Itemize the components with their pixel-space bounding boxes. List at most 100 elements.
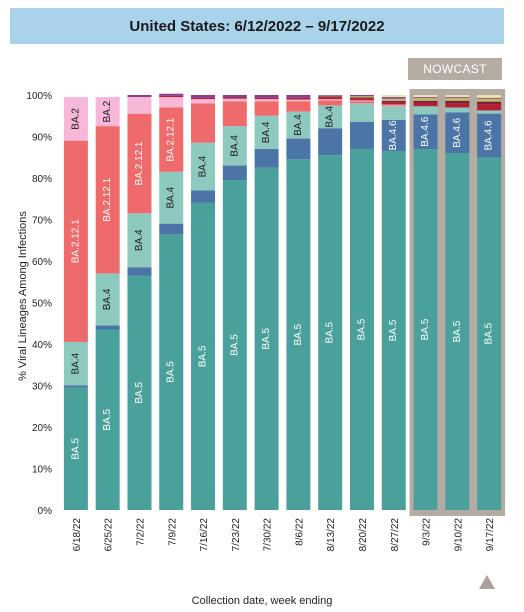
bar-segment [381, 104, 406, 106]
bar-segment [318, 105, 343, 129]
segment-label: BA.4 [166, 186, 177, 208]
bar-segment [445, 153, 470, 510]
bar-segment [381, 98, 406, 101]
bar-segment [127, 113, 152, 214]
segment-label: BA.4.6 [420, 116, 431, 146]
bar-segment [191, 202, 216, 510]
bar-segment [63, 387, 88, 510]
triangle-up-icon[interactable] [479, 575, 495, 589]
bar-segment [477, 110, 502, 114]
segment-label: BA.4 [102, 288, 113, 310]
bar-segment [254, 99, 279, 102]
bar-segment [95, 273, 120, 326]
x-tick-label: 7/2/22 [135, 518, 146, 546]
bar-segment [222, 180, 247, 510]
segment-label: BA.4 [229, 135, 240, 157]
bar-segment [63, 97, 88, 141]
x-tick-label: 8/13/22 [326, 518, 337, 552]
bar-segment [477, 104, 502, 111]
bar-segment [254, 95, 279, 98]
bar-segment [191, 142, 216, 191]
bar-segment [413, 114, 438, 149]
bar-segment [318, 100, 343, 106]
bar-segment [349, 98, 374, 101]
bar-segment [349, 96, 374, 98]
segment-label: BA.5 [261, 328, 272, 350]
y-tick-label: 70% [32, 216, 52, 227]
segment-label: BA.2.12.1 [166, 117, 177, 161]
segment-label: BA.5 [70, 438, 81, 460]
bar-segment [95, 329, 120, 510]
segment-label: BA.5 [356, 318, 367, 340]
bar-segment [413, 95, 438, 98]
segment-label: BA.4 [70, 352, 81, 374]
y-tick-label: 40% [32, 340, 52, 351]
bar-segment [191, 95, 216, 98]
x-tick-label: 7/30/22 [263, 518, 274, 552]
y-tick-label: 0% [38, 506, 53, 517]
bar-segment [445, 112, 470, 154]
bar-segment [254, 115, 279, 149]
bar-segment [286, 97, 311, 100]
segment-label: BA.2.12.1 [102, 177, 113, 221]
segment-label: BA.5 [198, 345, 209, 367]
segment-label: BA.4.6 [452, 117, 463, 147]
bar-segment [318, 96, 343, 98]
bar-segment [286, 99, 311, 102]
bar-segment [381, 119, 406, 152]
bar-segment [63, 341, 88, 386]
bar-segment [63, 385, 88, 388]
segment-label: BA.5 [420, 318, 431, 340]
bar-segment [477, 101, 502, 105]
y-tick-label: 80% [32, 174, 52, 185]
bar-segment [413, 106, 438, 115]
bar-segment [413, 148, 438, 510]
bar-segment [159, 234, 184, 510]
bar-segment [445, 103, 470, 108]
bar-segment [222, 101, 247, 127]
chart-title: United States: 6/12/2022 – 9/17/2022 [129, 17, 385, 35]
segment-label: BA.4 [134, 229, 145, 251]
bar-segment [286, 101, 311, 112]
bar-segment [413, 97, 438, 101]
y-tick-label: 60% [32, 257, 52, 268]
bar-segment [318, 97, 343, 100]
bar-segment [159, 107, 184, 172]
x-tick-label: 6/18/22 [72, 518, 83, 552]
bar-segment [477, 157, 502, 510]
bar-segment [477, 113, 502, 158]
bar-segment [286, 138, 311, 160]
segment-label: BA.4 [198, 155, 209, 177]
y-tick-label: 90% [32, 133, 52, 144]
nowcast-banner[interactable]: NOWCAST [408, 58, 502, 80]
bar-segment [318, 95, 343, 97]
y-tick-label: 20% [32, 423, 52, 434]
bar-segment [381, 151, 406, 510]
x-tick-label: 9/3/22 [422, 518, 433, 546]
bar-segment [318, 99, 343, 101]
x-tick-label: 8/20/22 [358, 518, 369, 552]
bar-segment [381, 97, 406, 99]
bar-segment [254, 101, 279, 116]
x-tick-label: 9/17/22 [485, 518, 496, 552]
x-tick-label: 9/10/22 [453, 518, 464, 552]
bar-segment [381, 95, 406, 98]
bar-segment [95, 126, 120, 274]
bar-segment [222, 126, 247, 166]
y-tick-label: 100% [26, 91, 52, 102]
bar-segment [445, 100, 470, 104]
segment-label: BA.2 [70, 108, 81, 130]
bar-segment [445, 97, 470, 98]
x-tick-label: 8/27/22 [390, 518, 401, 552]
bar-segment [445, 107, 470, 113]
bar-segment [318, 95, 343, 96]
bar-segment [318, 128, 343, 156]
bar-segment [222, 98, 247, 102]
bar-segment [349, 100, 374, 102]
bar-segment [127, 97, 152, 114]
bar-segment [254, 167, 279, 510]
bar-segment [349, 121, 374, 149]
segment-label: BA.5 [388, 319, 399, 341]
bar-segment [254, 148, 279, 168]
